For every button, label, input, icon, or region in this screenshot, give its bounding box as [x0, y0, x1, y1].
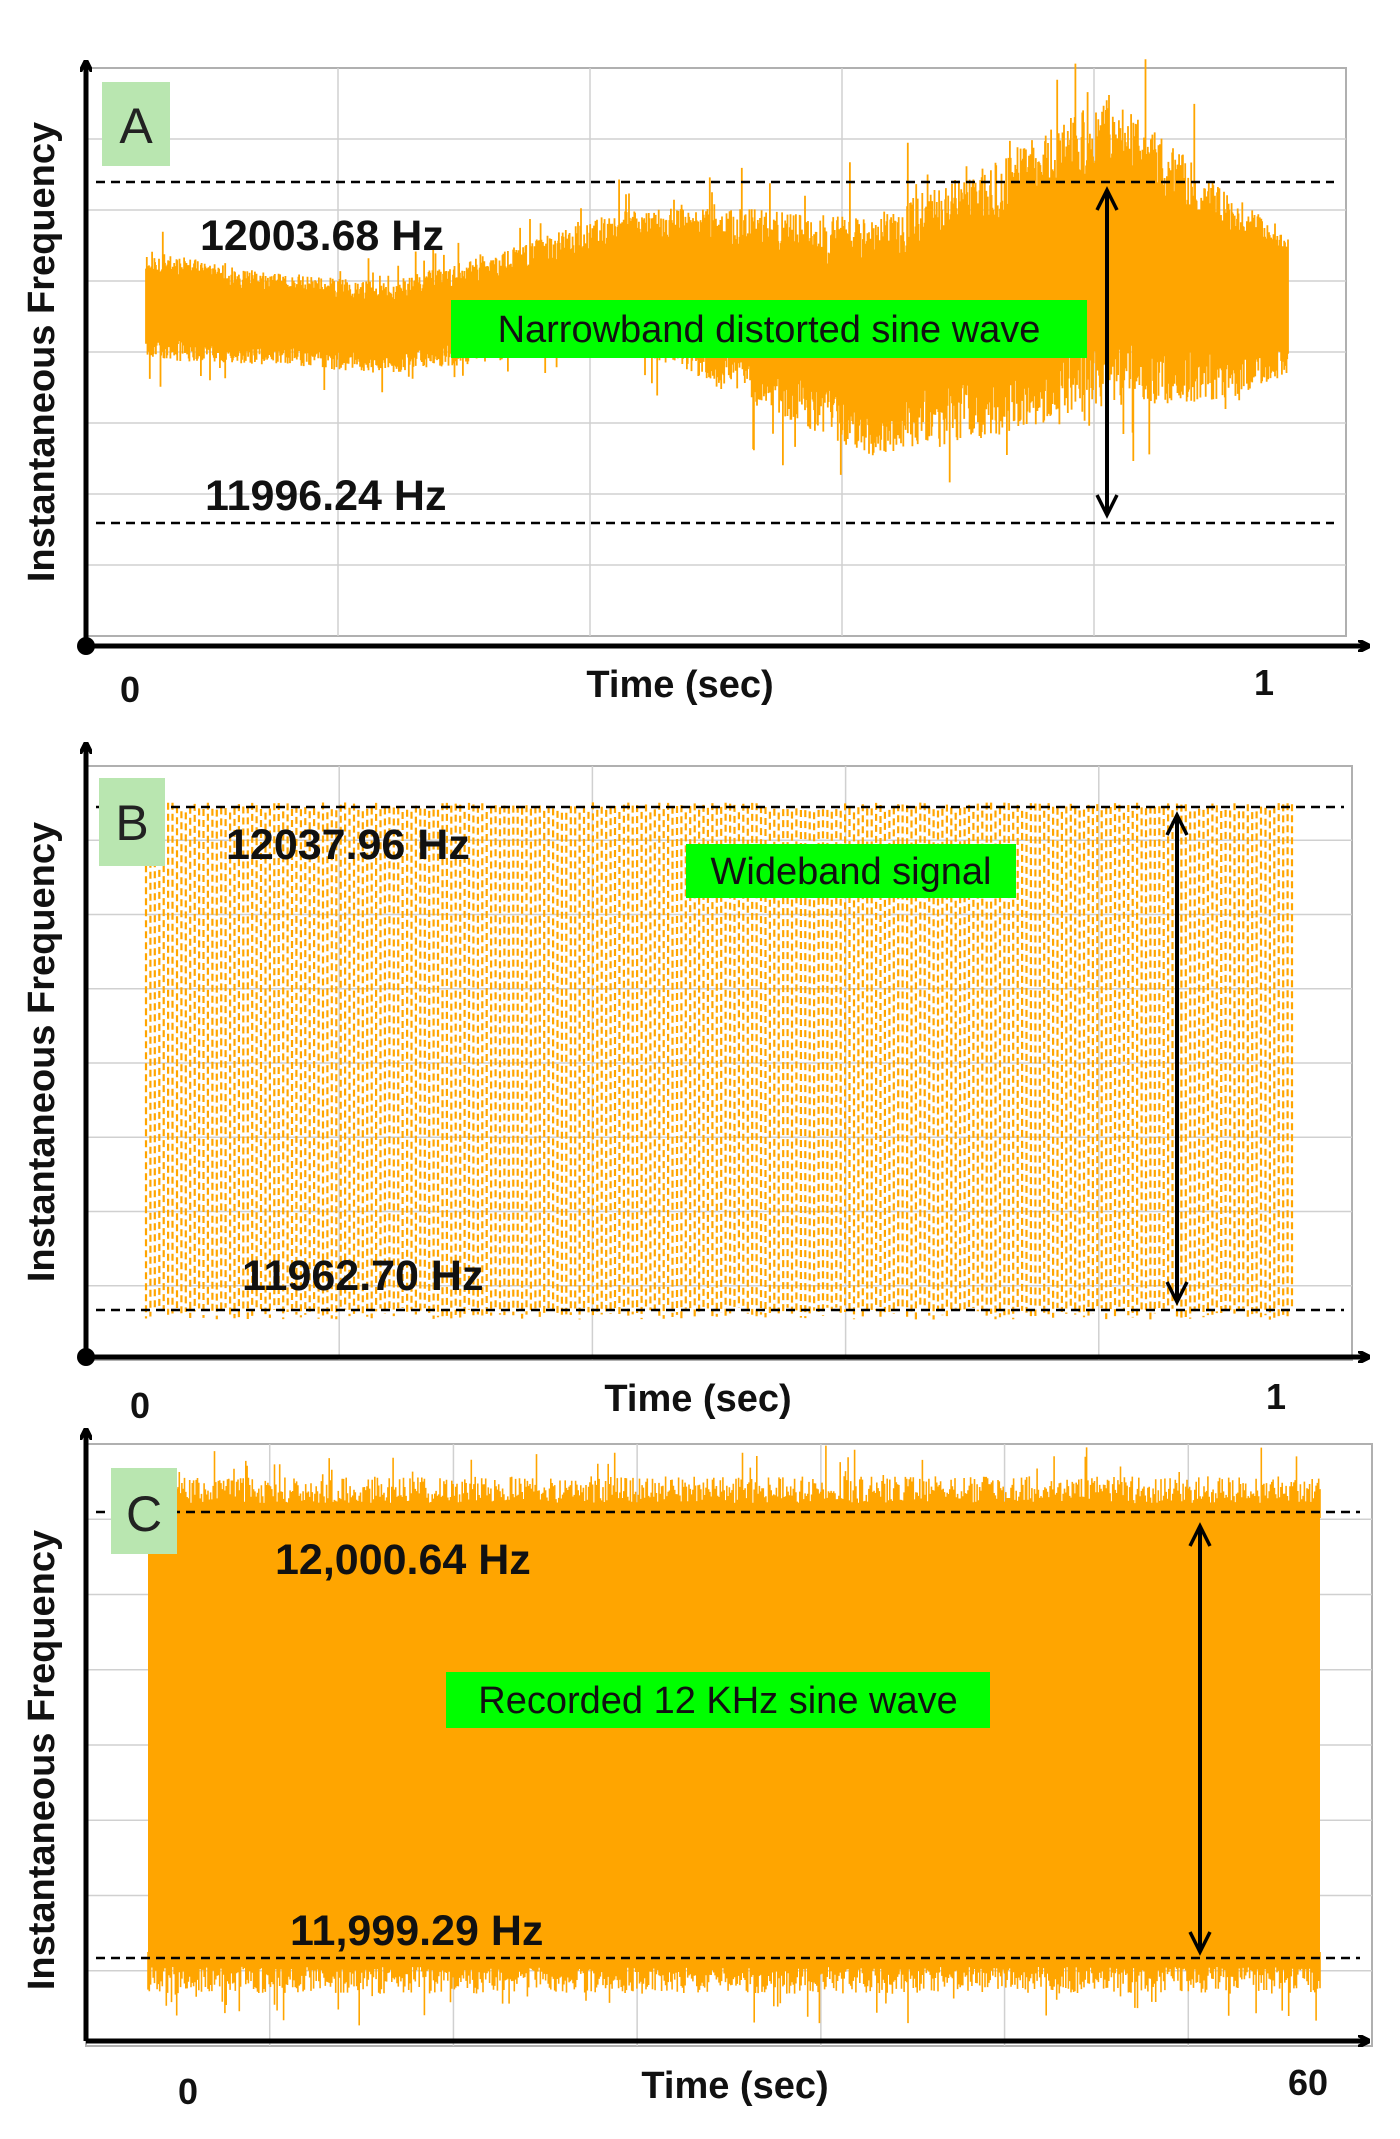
panel-letter-b: B — [115, 795, 148, 851]
x-axis-title-b: Time (sec) — [604, 1378, 791, 1420]
upper-level-label-b: 12037.96 Hz — [226, 821, 470, 869]
x-tick-end-a: 1 — [1254, 662, 1274, 703]
x-tick-end-c: 60 — [1288, 2062, 1328, 2103]
signal-band-c — [148, 1516, 1320, 1954]
panel-letter-a: A — [119, 98, 153, 154]
y-axis-title-c: Instantaneous Frequency — [21, 1530, 63, 1990]
origin-dot-b — [77, 1348, 95, 1366]
x-tick-start-b: 0 — [130, 1385, 150, 1426]
callout-text-a: Narrowband distorted sine wave — [498, 309, 1041, 351]
panel-badge-b — [99, 778, 165, 866]
panel-badge-c — [111, 1468, 177, 1554]
upper-level-label-c: 12,000.64 Hz — [275, 1536, 531, 1584]
panel-c: C 12,000.64 Hz 11,999.29 Hz Recorded 12 … — [21, 1430, 1373, 2112]
panel-b: B 12037.96 Hz 11962.70 Hz Wideband signa… — [21, 744, 1368, 1426]
callout-box-b — [686, 844, 1016, 898]
panel-badge-a — [102, 82, 170, 166]
lower-level-label-a: 11996.24 Hz — [205, 472, 446, 520]
x-axis-title-a: Time (sec) — [586, 664, 773, 706]
callout-box-a — [451, 300, 1087, 358]
callout-text-c: Recorded 12 KHz sine wave — [478, 1680, 957, 1722]
y-axis-title-b: Instantaneous Frequency — [21, 822, 63, 1282]
x-tick-start-c: 0 — [178, 2071, 198, 2112]
panel-letter-c: C — [126, 1486, 162, 1542]
x-tick-start-a: 0 — [120, 669, 140, 710]
upper-level-label-a: 12003.68 Hz — [200, 212, 444, 260]
x-tick-end-b: 1 — [1266, 1376, 1286, 1417]
x-axis-title-c: Time (sec) — [641, 2065, 828, 2107]
origin-dot-a — [77, 637, 95, 655]
lower-level-label-b: 11962.70 Hz — [242, 1252, 483, 1300]
y-axis-title-a: Instantaneous Frequency — [21, 122, 63, 582]
lower-level-label-c: 11,999.29 Hz — [290, 1907, 543, 1955]
panel-a: A 12003.68 Hz 11996.24 Hz Narrowband dis… — [21, 59, 1368, 710]
callout-text-b: Wideband signal — [711, 851, 992, 893]
callout-box-c — [446, 1672, 990, 1728]
signal-trace-c — [147, 1445, 1321, 2026]
